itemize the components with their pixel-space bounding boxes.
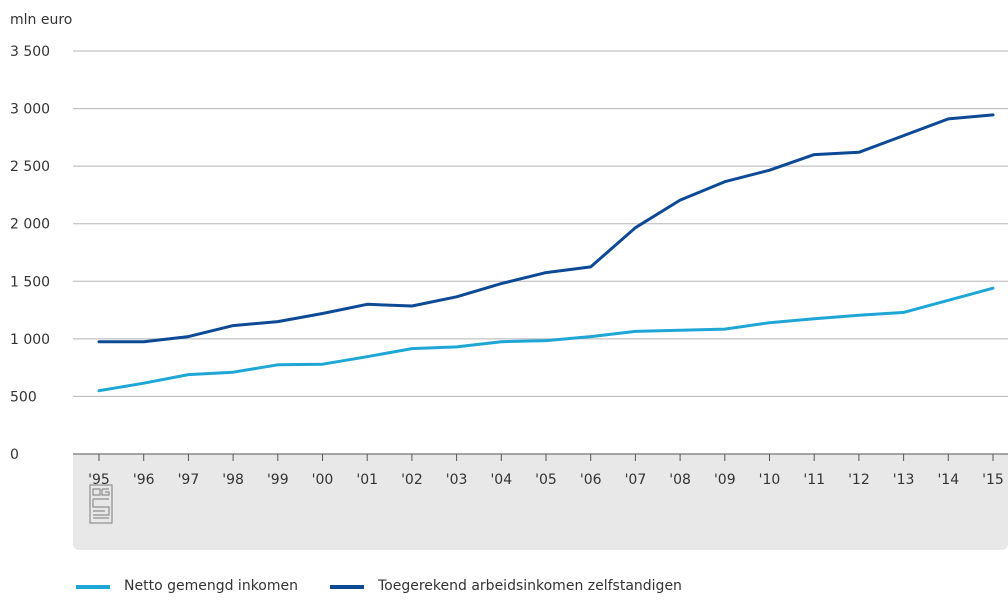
x-axis-ticks: '95 '96 '97 '98 '99 '00 '01 '02 '03 '04 '05 '06 '07 '… [88, 454, 1004, 488]
legend-swatch-netto [76, 585, 110, 589]
y-tick-label: 1 500 [10, 274, 50, 290]
x-tick-label: '96 [133, 472, 155, 488]
series-lines [97, 113, 995, 393]
y-tick-label: 0 [10, 447, 19, 463]
y-tick-label: 3 500 [10, 44, 50, 60]
x-tick-label: '06 [580, 472, 602, 488]
x-tick-label: '15 [982, 472, 1004, 488]
x-tick-label: '04 [490, 472, 512, 488]
x-tick-label: '01 [356, 472, 378, 488]
series-line-1 [97, 113, 995, 344]
legend: Netto gemengd inkomen Toegerekend arbeid… [76, 578, 714, 594]
x-tick-label: '95 [88, 472, 110, 488]
series-line-0 [97, 286, 995, 393]
y-tick-label: 1 000 [10, 332, 50, 348]
x-tick-label: '12 [848, 472, 870, 488]
x-axis-band [73, 454, 1008, 550]
x-tick-label: '09 [714, 472, 736, 488]
legend-label-netto: Netto gemengd inkomen [124, 578, 298, 594]
y-tick-label: 500 [10, 389, 37, 405]
cbs-logo-icon [89, 484, 113, 524]
x-tick-label: '10 [759, 472, 781, 488]
x-tick-label: '98 [222, 472, 244, 488]
y-axis-unit-label: mln euro [10, 12, 72, 28]
legend-swatch-toegerekend [330, 585, 364, 589]
x-tick-label: '97 [178, 472, 200, 488]
x-tick-label: '05 [535, 472, 557, 488]
x-tick-label: '00 [312, 472, 334, 488]
legend-item-netto: Netto gemengd inkomen [76, 578, 298, 594]
x-tick-label: '11 [803, 472, 825, 488]
x-tick-label: '02 [401, 472, 423, 488]
y-tick-label: 2 000 [10, 217, 50, 233]
x-tick-label: '13 [893, 472, 915, 488]
x-tick-label: '07 [625, 472, 647, 488]
x-tick-label: '03 [446, 472, 468, 488]
gridlines [73, 50, 1008, 455]
y-tick-label: 2 500 [10, 159, 50, 175]
x-tick-label: '99 [267, 472, 289, 488]
y-axis-ticks: 0 500 1 000 1 500 2 000 2 500 3 000 3 500 [10, 44, 50, 463]
x-tick-label: '14 [937, 472, 959, 488]
x-tick-label: '08 [669, 472, 691, 488]
legend-item-toegerekend: Toegerekend arbeidsinkomen zelfstandigen [330, 578, 682, 594]
legend-label-toegerekend: Toegerekend arbeidsinkomen zelfstandigen [378, 578, 682, 594]
y-tick-label: 3 000 [10, 102, 50, 118]
